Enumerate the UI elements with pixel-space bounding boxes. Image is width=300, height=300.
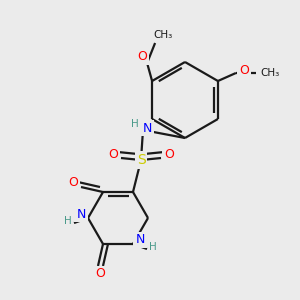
Text: H: H — [64, 216, 72, 226]
Text: H: H — [149, 242, 157, 252]
Text: O: O — [68, 176, 78, 188]
Text: O: O — [239, 64, 249, 77]
Text: S: S — [136, 153, 146, 167]
Text: O: O — [108, 148, 118, 160]
Text: O: O — [95, 268, 105, 281]
Text: N: N — [142, 122, 152, 134]
Text: N: N — [135, 233, 145, 247]
Text: O: O — [137, 50, 147, 64]
Text: CH₃: CH₃ — [260, 68, 280, 78]
Text: N: N — [76, 208, 86, 220]
Text: CH₃: CH₃ — [154, 30, 173, 40]
Text: O: O — [164, 148, 174, 160]
Text: H: H — [131, 119, 139, 129]
